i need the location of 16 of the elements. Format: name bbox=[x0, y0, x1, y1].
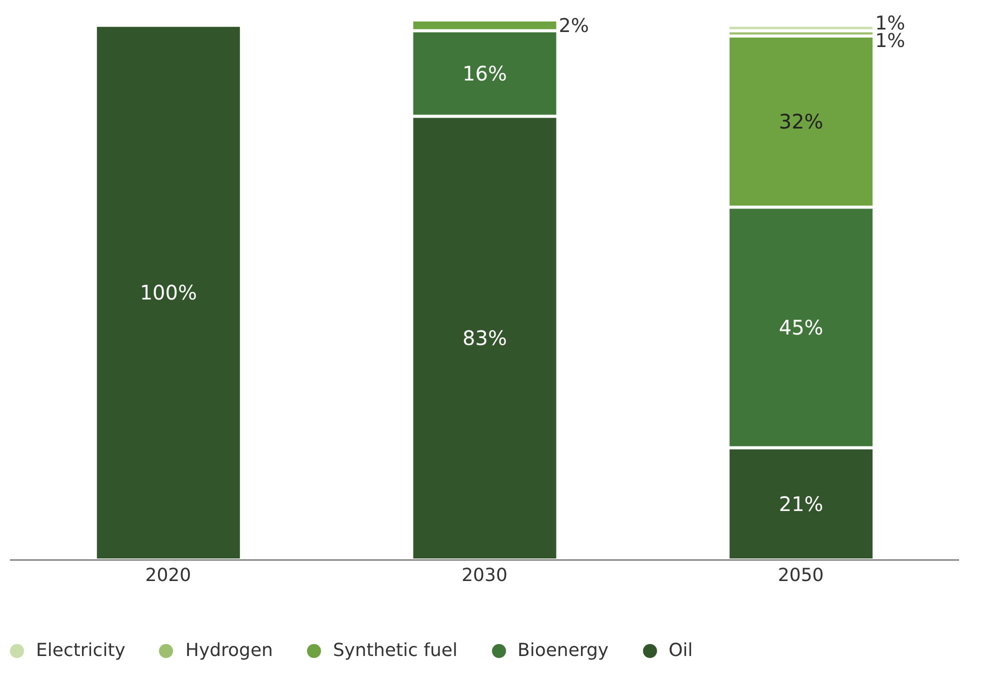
legend-label: Bioenergy bbox=[518, 640, 609, 661]
data-label: 2% bbox=[558, 14, 589, 37]
data-label: 1% bbox=[875, 30, 906, 52]
legend-label: Hydrogen bbox=[185, 640, 273, 661]
data-label: 83% bbox=[462, 326, 507, 350]
legend-label: Synthetic fuel bbox=[332, 640, 458, 661]
data-label: 32% bbox=[778, 110, 824, 134]
data-label: 45% bbox=[778, 315, 824, 340]
x-tick-label: 2050 bbox=[778, 564, 824, 586]
legend-label: Oil bbox=[668, 640, 693, 661]
data-label: 21% bbox=[778, 492, 824, 516]
data-label: 100% bbox=[140, 280, 198, 305]
x-tick-label: 2020 bbox=[145, 564, 192, 586]
legend-label: Electricity bbox=[36, 640, 126, 661]
data-label: 16% bbox=[462, 61, 507, 86]
x-tick-label: 2030 bbox=[462, 564, 508, 586]
